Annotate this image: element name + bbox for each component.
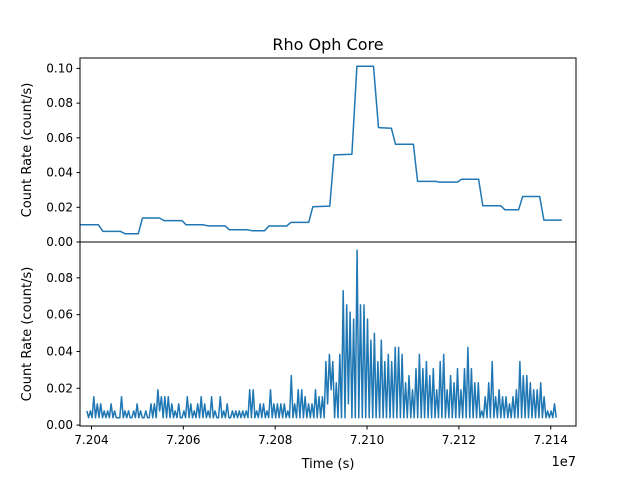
x-tick-label: 7.206 (166, 433, 200, 447)
y-tick-label: 0.02 (46, 381, 73, 395)
y-tick-label: 0.04 (46, 166, 73, 180)
top-y-axis-label: Count Rate (count/s) (20, 83, 35, 218)
x-axis-label: Time (s) (301, 457, 355, 472)
y-tick-label: 0.06 (46, 308, 73, 322)
y-tick-label: 0.08 (46, 96, 73, 110)
bottom-y-axis-label: Count Rate (count/s) (20, 267, 35, 402)
x-offset-label: 1e7 (551, 455, 576, 470)
x-tick-label: 7.208 (258, 433, 292, 447)
y-tick-label: 0.02 (46, 200, 73, 214)
y-tick-label: 0.00 (46, 418, 73, 432)
y-tick-label: 0.06 (46, 131, 73, 145)
x-tick-label: 7.204 (74, 433, 108, 447)
y-tick-label: 0.10 (46, 61, 73, 75)
y-tick-label: 0.08 (46, 271, 73, 285)
series-line (86, 249, 558, 419)
x-tick-label: 7.212 (442, 433, 476, 447)
y-tick-label: 0.00 (46, 235, 73, 249)
x-tick-label: 7.210 (350, 433, 384, 447)
series-line (80, 65, 562, 235)
y-tick-label: 0.04 (46, 344, 73, 358)
bottom-axes: 0.00 0.02 0.04 0.06 0.08 7.204 7.206 7.208 7.210… (46, 241, 577, 447)
x-tick-label: 7.214 (534, 433, 568, 447)
axes-frame (79, 241, 577, 427)
chart-title: Rho Oph Core (272, 35, 383, 54)
